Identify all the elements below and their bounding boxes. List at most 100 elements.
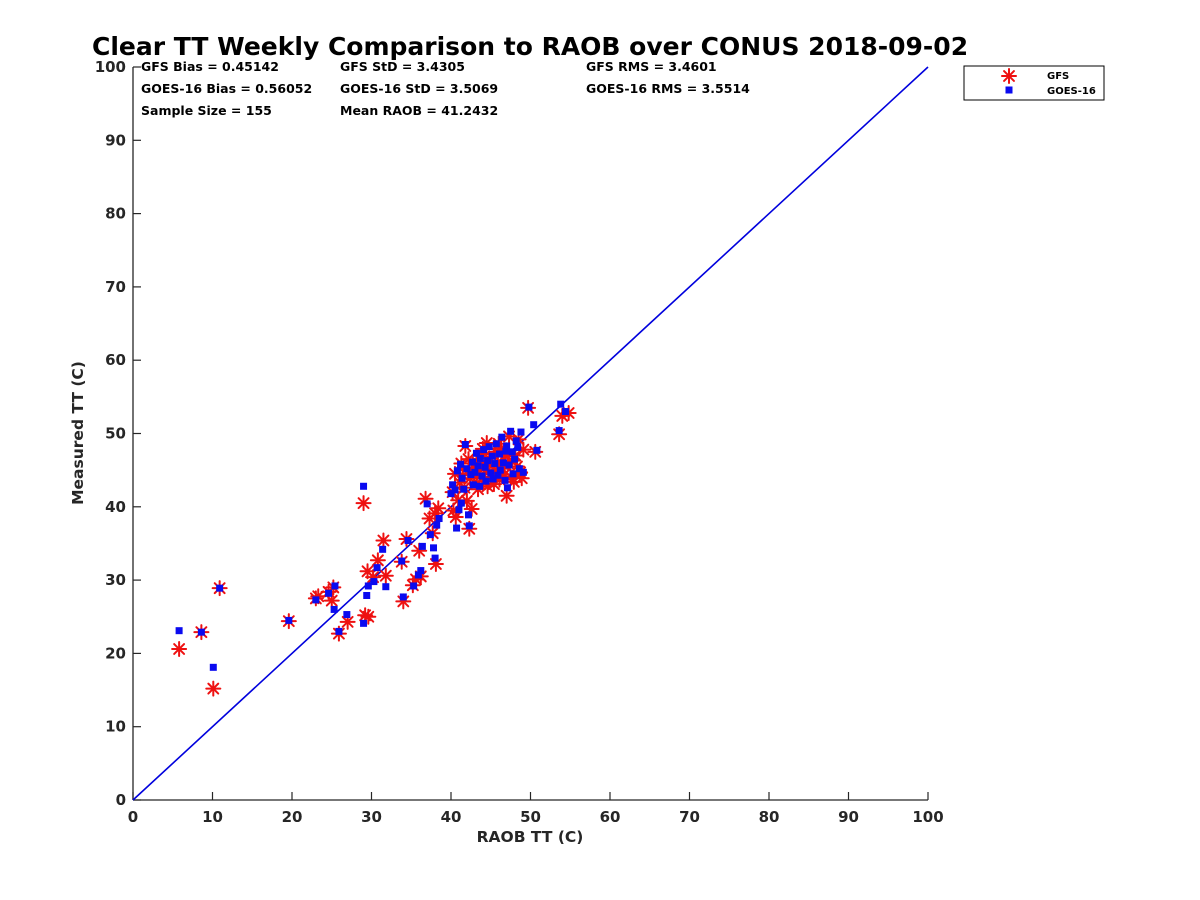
y-tick-label: 30 [105, 571, 126, 589]
goes-point [480, 446, 488, 454]
stat-goes-std: GOES-16 StD = 3.5069 [340, 81, 498, 96]
goes-point [457, 499, 465, 507]
goes-point [451, 486, 459, 494]
x-tick-label: 0 [128, 808, 138, 826]
goes-point [481, 463, 489, 471]
x-tick-label: 80 [759, 808, 780, 826]
goes-point [472, 449, 480, 457]
gfs-point [411, 542, 428, 559]
goes-point [370, 578, 378, 586]
goes-point [418, 542, 426, 550]
y-tick-label: 0 [116, 791, 126, 809]
goes-point [417, 567, 425, 575]
legend: GFS GOES-16 [963, 65, 1105, 101]
goes-point [414, 571, 422, 579]
goes-point [508, 448, 516, 456]
goes-point [404, 537, 412, 545]
stat-goes-rms: GOES-16 RMS = 3.5514 [586, 81, 750, 96]
goes-point [476, 482, 484, 490]
legend-goes-marker-shape [1005, 86, 1013, 94]
goes-point [455, 506, 463, 514]
goes-point [325, 589, 333, 597]
goes-point [498, 433, 506, 441]
goes-point [561, 408, 569, 416]
goes-point [363, 591, 371, 599]
goes-point [478, 472, 486, 480]
plot-area: 0 10 20 30 40 50 60 70 80 90 100 0 10 20 30 40 50 60 70 80 9… [95, 58, 944, 826]
y-axis-label: Measured TT (C) [69, 361, 87, 505]
legend-goes-square-icon [1005, 86, 1013, 94]
goes-point [511, 455, 519, 463]
goes-point [474, 462, 482, 470]
y-tick-label: 80 [105, 205, 126, 223]
y-tick-label: 50 [105, 425, 126, 443]
gfs-point [430, 500, 447, 517]
goes-point [431, 554, 439, 562]
goes-point [482, 477, 490, 485]
goes-point [433, 521, 441, 529]
y-tick-label: 100 [95, 58, 126, 76]
goes-point [430, 544, 438, 552]
gfs-point [375, 532, 392, 549]
goes-point [460, 485, 468, 493]
goes-point [514, 443, 522, 451]
x-tick-label: 50 [520, 808, 541, 826]
goes-point [458, 474, 466, 482]
goes-point [285, 616, 293, 624]
goes-point [423, 500, 431, 508]
x-tick-label: 60 [600, 808, 621, 826]
stat-gfs-bias: GFS Bias = 0.45142 [141, 59, 279, 74]
goes-point [379, 545, 387, 553]
goes-point [487, 469, 495, 477]
goes-point [488, 452, 496, 460]
y-tick-label: 70 [105, 278, 126, 296]
goes-point [485, 443, 493, 451]
x-tick-label: 30 [361, 808, 382, 826]
stat-sample-size: Sample Size = 155 [141, 103, 272, 118]
gfs-point [171, 641, 188, 658]
stat-gfs-rms: GFS RMS = 3.4601 [586, 59, 717, 74]
gfs-point [460, 451, 477, 468]
goes-point [467, 471, 475, 479]
legend-gfs-asterisk-icon [1001, 68, 1017, 84]
x-tick-label: 90 [838, 808, 859, 826]
goes-point [517, 428, 525, 436]
x-tick-label: 100 [912, 808, 943, 826]
legend-goes-label: GOES-16 [1047, 86, 1096, 97]
goes-point [505, 461, 513, 469]
goes-point [335, 627, 343, 635]
x-tick-label: 40 [441, 808, 462, 826]
goes-point [175, 627, 183, 635]
goes-point [216, 584, 224, 592]
goes-point [382, 583, 390, 591]
goes-point [465, 522, 473, 530]
goes-point [555, 427, 563, 435]
goes-point [312, 596, 320, 604]
one-to-one-line [132, 66, 929, 801]
goes-point [343, 611, 351, 619]
legend-gfs-label: GFS [1047, 71, 1069, 82]
goes-point [453, 524, 461, 532]
goes-point [331, 582, 339, 590]
goes-point [515, 465, 523, 473]
goes-point [501, 476, 509, 484]
goes-point [494, 471, 502, 479]
x-tick-label: 20 [282, 808, 303, 826]
goes-point [426, 531, 434, 539]
goes-point [503, 484, 511, 492]
goes-point [468, 458, 476, 466]
goes-point [373, 564, 381, 572]
goes-point [484, 457, 492, 465]
goes-point [509, 470, 517, 478]
goes-point [496, 466, 504, 474]
goes-point [457, 460, 465, 468]
goes-point [453, 467, 461, 475]
x-tick-label: 10 [202, 808, 223, 826]
gfs-point [205, 680, 222, 697]
goes-point [449, 481, 457, 489]
goes-point [530, 421, 538, 429]
goes-point [447, 490, 455, 498]
goes-point [360, 482, 368, 490]
gfs-point [377, 567, 394, 584]
